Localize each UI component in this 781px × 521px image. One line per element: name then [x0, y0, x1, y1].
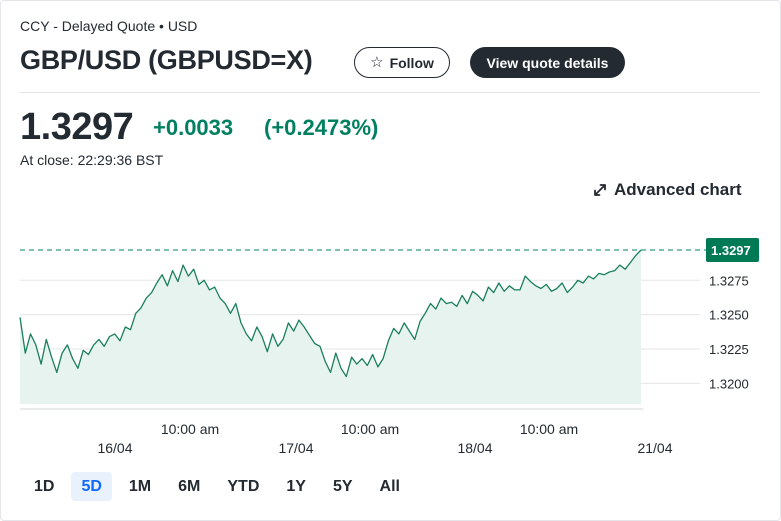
price-change-percent: (+0.2473%): [264, 115, 379, 140]
expand-icon: [594, 184, 606, 196]
range-5y[interactable]: 5Y: [323, 472, 363, 501]
page-title: GBP/USD (GBPUSD=X): [20, 45, 313, 75]
range-5d[interactable]: 5D: [71, 472, 112, 501]
y-tick-label: 1.3275: [709, 273, 749, 288]
y-tick-label: 1.3200: [709, 376, 749, 391]
quote-meta: CCY - Delayed Quote • USD: [20, 18, 198, 34]
last-value-tag: [706, 238, 759, 262]
x-day-label: 18/04: [457, 440, 492, 456]
last-value-label: 1.3297: [711, 243, 751, 258]
x-day-label: 21/04: [637, 440, 672, 456]
y-tick-label: 1.3225: [709, 342, 749, 357]
price-line: [19, 249, 642, 378]
follow-label: Follow: [389, 54, 434, 71]
range-ytd[interactable]: YTD: [217, 472, 269, 501]
range-selector: 1D 5D 1M 6M YTD 1Y 5Y All: [24, 472, 417, 501]
range-all[interactable]: All: [370, 472, 410, 501]
range-1d[interactable]: 1D: [24, 472, 64, 501]
view-quote-details-button[interactable]: View quote details: [470, 47, 625, 78]
x-day-label: 16/04: [97, 440, 132, 456]
y-tick-label: 1.3250: [709, 308, 749, 323]
divider: [20, 92, 760, 93]
current-price: 1.3297: [20, 106, 134, 148]
price-chart[interactable]: 1.3200 1.3225 1.3250 1.3275 1.3297 10:00 am 10…: [0, 230, 781, 460]
star-icon: ☆: [370, 54, 384, 71]
advanced-chart-link[interactable]: Advanced chart: [592, 180, 742, 200]
area-fill: [20, 250, 641, 404]
range-1y[interactable]: 1Y: [276, 472, 316, 501]
x-time-label: 10:00 am: [161, 421, 219, 437]
x-time-label: 10:00 am: [341, 421, 399, 437]
x-time-label: 10:00 am: [520, 421, 578, 437]
advanced-chart-label: Advanced chart: [614, 180, 742, 199]
price-change: +0.0033: [153, 115, 234, 140]
close-time: At close: 22:29:36 BST: [20, 152, 164, 168]
follow-button[interactable]: ☆ Follow: [354, 47, 450, 78]
range-6m[interactable]: 6M: [168, 472, 210, 501]
range-1m[interactable]: 1M: [119, 472, 161, 501]
x-day-label: 17/04: [278, 440, 313, 456]
